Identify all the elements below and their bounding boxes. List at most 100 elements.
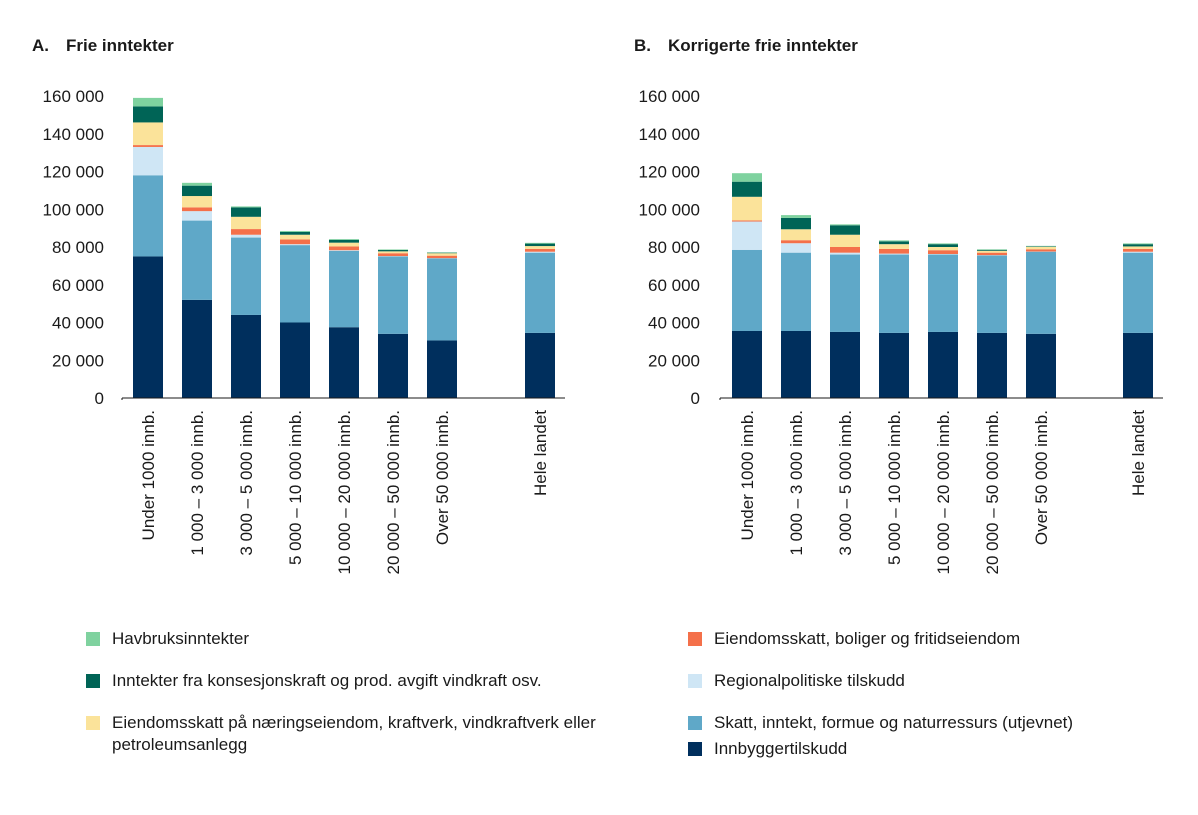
legend-swatch xyxy=(688,632,702,646)
y-tick-label: 40 000 xyxy=(648,314,700,333)
y-tick-label: 100 000 xyxy=(43,200,104,219)
bar-segment xyxy=(182,299,212,398)
x-category-label: Over 50 000 innb. xyxy=(1032,410,1051,545)
y-tick-label: 120 000 xyxy=(639,163,700,182)
bar-segment xyxy=(977,250,1007,253)
bar-segment xyxy=(977,249,1007,250)
bar-segment xyxy=(280,230,310,232)
bar-segment xyxy=(280,322,310,398)
bar-segment xyxy=(133,256,163,398)
bar-segment xyxy=(525,243,555,247)
x-category-label: Hele landet xyxy=(1129,410,1148,496)
bar-segment xyxy=(830,331,860,398)
bar-segment xyxy=(1123,251,1153,253)
x-category-label: 3 000 – 5 000 innb. xyxy=(237,410,256,556)
stacked-bar-charts: 0 20 000 40 000 60 000 80 000 100 000 120 000 1… xyxy=(43,87,1163,574)
x-category-label: 5 000 – 10 000 innb. xyxy=(286,410,305,565)
bar-segment xyxy=(781,240,811,244)
panel-b-letter: B. xyxy=(634,36,651,55)
bar-segment xyxy=(1123,248,1153,252)
bar-segment xyxy=(977,255,1007,333)
bar-segment xyxy=(329,239,359,240)
bar-segment xyxy=(781,229,811,241)
x-category-label: 1 000 – 3 000 innb. xyxy=(787,410,806,556)
bar-segment xyxy=(427,252,457,254)
legend-label: Inntekter fra konsesjonskraft og prod. a… xyxy=(112,671,542,690)
panel-b-title-text: Korrigerte frie inntekter xyxy=(668,36,858,55)
y-tick-label: 80 000 xyxy=(52,238,104,257)
bar-segment xyxy=(525,242,555,244)
legend-swatch xyxy=(86,632,100,646)
bar-segment xyxy=(231,314,261,398)
bar-segment xyxy=(830,225,860,235)
bar-segment xyxy=(231,234,261,238)
bar-segment xyxy=(280,231,310,235)
bar-segment xyxy=(928,247,958,251)
bar-segment xyxy=(525,251,555,253)
bar-segment xyxy=(182,211,212,221)
bar-segment xyxy=(133,146,163,176)
y-tick-label: 20 000 xyxy=(52,351,104,370)
panel-a-title-text: Frie inntekter xyxy=(66,36,174,55)
x-category-label: 20 000 – 50 000 innb. xyxy=(983,410,1002,574)
bar-segment xyxy=(427,258,457,341)
bar-segment xyxy=(182,220,212,300)
bar-segment xyxy=(781,243,811,253)
legend-item-eiendomsskatt-naering: Eiendomsskatt på næringseiendom, kraftve… xyxy=(86,712,612,756)
bar-segment xyxy=(879,240,909,242)
y-tick-label: 0 xyxy=(95,389,104,408)
bar-segment xyxy=(879,244,909,249)
panel-a-title: A. Frie inntekter xyxy=(32,36,174,56)
x-category-label: 10 000 – 20 000 innb. xyxy=(934,410,953,574)
bar-segment xyxy=(781,215,811,218)
bar-segment xyxy=(231,216,261,230)
x-category-label: 20 000 – 50 000 innb. xyxy=(384,410,403,574)
bar-segment xyxy=(781,217,811,230)
bar-segment xyxy=(732,249,762,331)
bar-segment xyxy=(329,242,359,247)
bar-segment xyxy=(525,252,555,333)
bar-segment xyxy=(928,254,958,332)
bar-segment xyxy=(182,182,212,186)
bar-segment xyxy=(378,249,408,251)
bar-segment xyxy=(830,247,860,253)
bar-segment xyxy=(977,252,1007,256)
bar-segment xyxy=(830,234,860,247)
legend-swatch xyxy=(688,716,702,730)
bar-segment xyxy=(732,181,762,197)
x-category-label: Under 1000 innb. xyxy=(139,410,158,540)
bar-segment xyxy=(1026,246,1056,250)
bar-segment xyxy=(1123,252,1153,333)
legend-item-eiendomsskatt-boliger: Eiendomsskatt, boliger og fritidseiendom xyxy=(688,628,1020,650)
bar-segment xyxy=(1026,249,1056,252)
bar-segment xyxy=(329,246,359,251)
bar-segment xyxy=(879,254,909,333)
bar-segment xyxy=(1123,244,1153,247)
panel-b-title: B. Korrigerte frie inntekter xyxy=(634,36,858,56)
panel-a-letter: A. xyxy=(32,36,49,55)
bar-segment xyxy=(525,248,555,252)
legend-label: Eiendomsskatt på næringseiendom, kraftve… xyxy=(112,713,596,754)
y-tick-label: 60 000 xyxy=(648,276,700,295)
bar-segment xyxy=(182,207,212,212)
bar-segment xyxy=(231,229,261,235)
x-category-label: 1 000 – 3 000 innb. xyxy=(188,410,207,556)
y-tick-label: 20 000 xyxy=(648,351,700,370)
bar-segment xyxy=(231,237,261,315)
bar-segment xyxy=(133,175,163,257)
x-category-label: 10 000 – 20 000 innb. xyxy=(335,410,354,574)
bar-segment xyxy=(1123,332,1153,398)
bar-segment xyxy=(830,252,860,255)
bar-segment xyxy=(378,253,408,257)
bar-segment xyxy=(133,122,163,146)
legend-swatch xyxy=(86,674,100,688)
bar-segment xyxy=(378,333,408,398)
bar-segment xyxy=(1026,246,1056,247)
x-category-label: 5 000 – 10 000 innb. xyxy=(885,410,904,565)
legend-label: Havbruksinntekter xyxy=(112,629,250,648)
legend-item-konsesjonskraft: Inntekter fra konsesjonskraft og prod. a… xyxy=(86,670,542,692)
bar-segment xyxy=(329,239,359,243)
bar-segment xyxy=(1026,333,1056,398)
bar-segment xyxy=(928,250,958,254)
bar-segment xyxy=(928,331,958,398)
